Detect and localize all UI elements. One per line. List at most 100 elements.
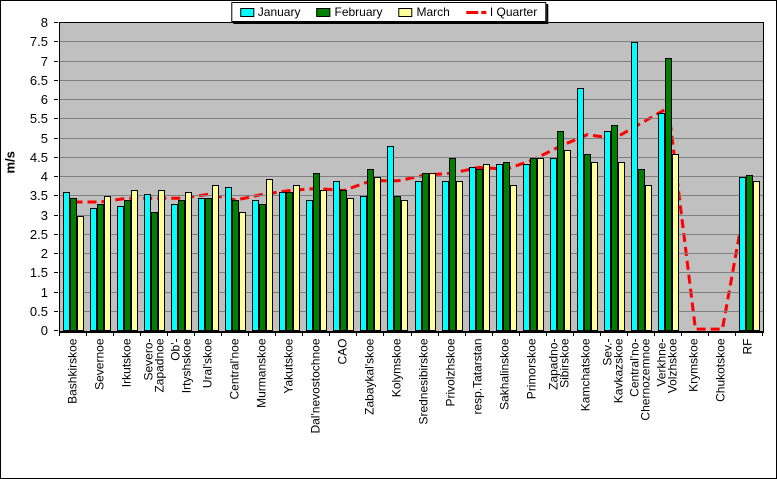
x-axis-label: Kolymskoe [383,338,410,478]
x-tick [302,332,304,336]
y-axis-label: 4.5 [29,149,48,165]
x-axis-label-value: Severnoe [92,338,107,390]
bar-march-5 [212,184,220,331]
x-tick [734,332,736,336]
x-tick [572,332,574,336]
x-tick [545,332,547,336]
y-tick [54,291,58,293]
bar-january-3 [144,194,152,331]
x-axis-label: Zabaykal'skoe [356,338,383,478]
x-axis-label: Severnoe [86,338,113,478]
gridline [60,79,763,81]
x-tick [167,332,169,336]
x-axis-label-value: Verkhne- Volzhskoe [654,338,680,393]
bar-january-12 [387,146,395,331]
x-axis-label-value: CAO [335,338,350,365]
x-tick [464,332,466,336]
x-axis-label-value: Zapadno- Sibirskoe [546,338,572,390]
y-axis-label: 3.5 [29,188,48,204]
y-axis-label: 5 [40,130,48,146]
bar-january-20 [603,130,611,331]
bar-january-21 [630,42,638,331]
plot-area [59,22,764,333]
x-axis-label-text: Chukotskoe [708,338,735,478]
x-axis-label-value: Ob'- Irtyshskoe [167,338,193,393]
bar-march-9 [320,190,328,331]
x-axis-label-text: Severo- Zapadnoe [140,338,167,478]
y-axis-label: 0.5 [29,303,48,319]
x-tick [221,332,223,336]
y-tick [54,330,58,331]
x-axis-label: Dal'nevostochnoe [302,338,329,478]
x-axis-label: resp.Tatarstan [465,338,492,478]
x-axis-label: Ob'- Irtyshskoe [167,338,194,478]
y-axis-label: 6.5 [29,72,48,88]
gridline [60,214,763,216]
x-axis-label-value: Sev.- Kavkazskoe [600,338,626,403]
bar-march-2 [131,190,139,331]
x-axis-label-value: Central'no- Chernozemnoe [627,338,653,421]
bar-february-9 [313,173,321,331]
x-axis-label-value: Primorskoe [524,338,539,399]
bar-march-17 [536,157,544,331]
bar-march-13 [428,173,436,331]
x-axis-label-value: Ural'skoe [200,338,215,388]
bar-february-20 [610,125,618,331]
gridline [60,291,763,293]
bar-february-11 [367,169,375,331]
x-axis-label: Ural'skoe [194,338,221,478]
x-axis-label-text: Murmanskoe [248,338,275,478]
legend-item-i-quarter: I Quarter [465,5,537,19]
legend-label: February [334,5,383,19]
y-axis-label: 5.5 [29,111,48,127]
gridline [60,118,763,120]
y-tick [54,99,58,100]
x-tick [86,332,88,336]
x-tick [410,332,412,336]
y-axis-label: 1 [40,284,48,300]
x-axis-label-value: resp.Tatarstan [470,338,485,415]
x-axis-label: Sakhalinskoe [492,338,519,478]
x-axis-label: Verkhne- Volzhskoe [654,338,681,478]
x-axis-label-text: resp.Tatarstan [465,338,492,478]
x-tick [599,332,601,336]
bar-march-6 [239,211,247,331]
x-tick [275,332,277,336]
bar-january-5 [198,198,206,331]
bar-march-12 [401,200,409,331]
bar-january-14 [441,180,449,331]
x-axis-label: Irkutskoe [113,338,140,478]
y-tick [54,195,58,197]
bar-february-17 [529,157,537,331]
x-tick [140,332,142,336]
bar-february-2 [124,200,132,331]
gridline [60,233,763,235]
y-tick [54,214,58,216]
y-axis-label: 2.5 [29,226,48,242]
bar-february-21 [637,169,645,331]
legend-swatch-icon [316,7,331,17]
x-axis-label-value: Zabaykal'skoe [362,338,377,415]
bar-march-15 [482,163,490,331]
x-axis-label: Srednesibirskoe [411,338,438,478]
bar-january-15 [468,167,476,331]
y-tick [54,22,58,23]
bar-january-1 [90,207,98,331]
y-tick [54,137,58,139]
y-tick [54,233,58,235]
x-axis-label-text: Zabaykal'skoe [356,338,383,478]
x-axis-label: Kamchatskoe [573,338,600,478]
y-tick [54,118,58,120]
x-axis-label-text: Krymskoe [681,338,708,478]
bar-february-22 [664,57,672,331]
bar-february-25 [745,175,753,331]
bar-january-7 [252,200,260,331]
x-axis-label-value: Chukotskoe [713,338,728,402]
gridline [60,176,763,177]
y-tick [54,60,58,62]
bar-march-25 [752,180,760,331]
x-axis-label-value: Kamchatskoe [578,338,593,411]
x-axis-label: Bashkirskoe [59,338,86,478]
bar-march-4 [185,192,193,331]
bar-march-8 [293,184,301,331]
